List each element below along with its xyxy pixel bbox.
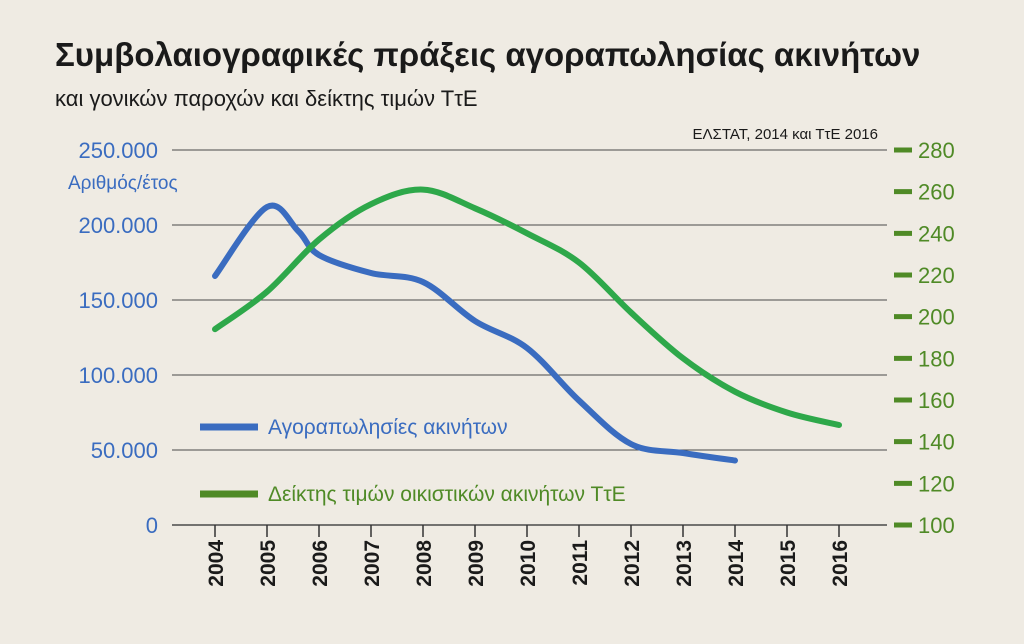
y-axis-right: 100 120 140 160 180 200 220 240 260 280 bbox=[894, 138, 955, 538]
y-right-tick-label: 160 bbox=[918, 388, 955, 413]
chart-title: Συμβολαιογραφικές πράξεις αγοραπωλησίας … bbox=[55, 36, 920, 73]
chart-source: ΕΛΣΤΑΤ, 2014 και ΤτΕ 2016 bbox=[693, 126, 878, 143]
y-right-tick-label: 260 bbox=[918, 180, 955, 205]
legend-label-1: Δείκτης τιμών οικιστικών ακινήτων ΤτΕ bbox=[268, 483, 626, 506]
legend: Αγοραπωλησίες ακινήτων Δείκτης τιμών οικ… bbox=[200, 416, 626, 506]
legend-label-0: Αγοραπωλησίες ακινήτων bbox=[268, 416, 508, 439]
y-right-tick-label: 120 bbox=[918, 471, 955, 496]
x-tick-label: 2006 bbox=[309, 540, 332, 587]
y-left-tick-label: 50.000 bbox=[91, 438, 158, 463]
series-line-1 bbox=[212, 186, 842, 428]
x-tick-label: 2014 bbox=[725, 540, 748, 587]
x-tick-label: 2012 bbox=[621, 540, 644, 587]
y-left-tick-label: 150.000 bbox=[78, 288, 158, 313]
y-right-tick-label: 220 bbox=[918, 263, 955, 288]
y-right-tick-label: 180 bbox=[918, 346, 955, 371]
y-left-tick-label: 100.000 bbox=[78, 363, 158, 388]
y-right-tick-label: 140 bbox=[918, 430, 955, 455]
x-tick-label: 2005 bbox=[257, 540, 280, 587]
x-tick-label: 2008 bbox=[413, 540, 436, 587]
x-tick-label: 2011 bbox=[569, 540, 592, 586]
y-left-tick-label: 0 bbox=[146, 513, 158, 538]
x-tick-label: 2013 bbox=[673, 540, 696, 587]
x-tick-label: 2010 bbox=[517, 540, 540, 587]
x-axis: 2004 2005 2006 2007 2008 2009 2010 2011 2012 2013… bbox=[205, 525, 852, 587]
y-left-tick-label: 250.000 bbox=[78, 138, 158, 163]
y-right-tick-label: 100 bbox=[918, 513, 955, 538]
y-axis-left: 0 50.000 100.000 150.000 200.000 250.000 bbox=[78, 138, 158, 538]
y-right-tick-label: 280 bbox=[918, 138, 955, 163]
x-tick-label: 2007 bbox=[361, 540, 384, 587]
chart-subtitle: και γονικών παροχών και δείκτης τιμών Ττ… bbox=[55, 86, 478, 111]
x-tick-label: 2004 bbox=[205, 540, 228, 587]
x-tick-label: 2009 bbox=[465, 540, 488, 587]
series-line-0 bbox=[212, 202, 738, 464]
y-left-tick-label: 200.000 bbox=[78, 213, 158, 238]
x-tick-label: 2016 bbox=[829, 540, 852, 587]
y-axis-left-label: Αριθμός/έτος bbox=[68, 173, 178, 194]
y-right-tick-label: 200 bbox=[918, 305, 955, 330]
x-tick-label: 2015 bbox=[777, 540, 800, 587]
y-right-tick-label: 240 bbox=[918, 221, 955, 246]
series-lines bbox=[212, 186, 842, 464]
